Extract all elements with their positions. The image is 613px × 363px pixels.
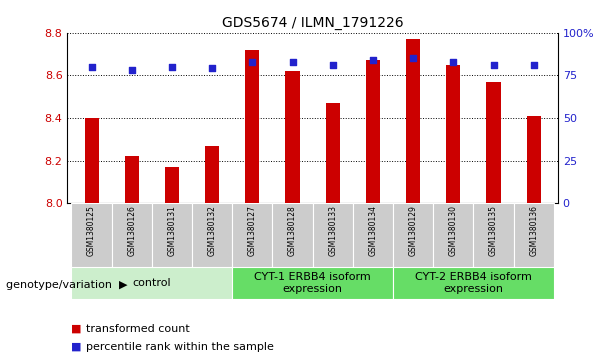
Text: transformed count: transformed count <box>86 323 189 334</box>
Text: GSM1380133: GSM1380133 <box>328 205 337 256</box>
Bar <box>527 116 541 203</box>
Bar <box>366 60 380 203</box>
Bar <box>326 103 340 203</box>
Point <box>248 59 257 65</box>
Bar <box>487 82 501 203</box>
Text: GSM1380134: GSM1380134 <box>368 205 378 256</box>
Point <box>86 64 96 70</box>
Bar <box>72 267 232 299</box>
Point <box>287 59 297 65</box>
Bar <box>72 203 112 267</box>
Point <box>529 62 539 68</box>
Text: GSM1380127: GSM1380127 <box>248 205 257 256</box>
Bar <box>165 167 179 203</box>
Text: ■: ■ <box>70 323 81 334</box>
Bar <box>393 203 433 267</box>
Text: percentile rank within the sample: percentile rank within the sample <box>86 342 273 352</box>
Bar <box>406 39 420 203</box>
Text: GSM1380131: GSM1380131 <box>167 205 177 256</box>
Bar <box>446 65 460 203</box>
Point <box>408 56 418 61</box>
Bar <box>124 156 139 203</box>
Bar <box>192 203 232 267</box>
Bar <box>85 118 99 203</box>
Text: GSM1380135: GSM1380135 <box>489 205 498 256</box>
Bar <box>272 203 313 267</box>
Point <box>449 59 459 65</box>
Point <box>207 66 217 72</box>
Text: control: control <box>132 278 171 288</box>
Bar <box>112 203 152 267</box>
Text: ■: ■ <box>70 342 81 352</box>
Text: CYT-1 ERBB4 isoform
expression: CYT-1 ERBB4 isoform expression <box>254 272 371 294</box>
Text: genotype/variation  ▶: genotype/variation ▶ <box>6 280 128 290</box>
Point <box>328 62 338 68</box>
Bar <box>286 71 300 203</box>
Bar <box>152 203 192 267</box>
Point <box>127 67 137 73</box>
Bar <box>473 203 514 267</box>
Text: GSM1380132: GSM1380132 <box>208 205 216 256</box>
Bar <box>232 267 393 299</box>
Point <box>167 64 177 70</box>
Text: CYT-2 ERBB4 isoform
expression: CYT-2 ERBB4 isoform expression <box>415 272 532 294</box>
Text: GSM1380130: GSM1380130 <box>449 205 458 256</box>
Text: GSM1380136: GSM1380136 <box>529 205 538 256</box>
Text: GSM1380128: GSM1380128 <box>288 205 297 256</box>
Bar <box>313 203 353 267</box>
Text: GSM1380126: GSM1380126 <box>128 205 136 256</box>
Title: GDS5674 / ILMN_1791226: GDS5674 / ILMN_1791226 <box>222 16 403 30</box>
Bar <box>205 146 219 203</box>
Bar <box>232 203 272 267</box>
Bar <box>353 203 393 267</box>
Text: GSM1380129: GSM1380129 <box>409 205 417 256</box>
Bar <box>245 50 259 203</box>
Bar <box>433 203 473 267</box>
Bar <box>393 267 554 299</box>
Text: GSM1380125: GSM1380125 <box>87 205 96 256</box>
Point <box>489 62 498 68</box>
Bar <box>514 203 554 267</box>
Point <box>368 57 378 63</box>
